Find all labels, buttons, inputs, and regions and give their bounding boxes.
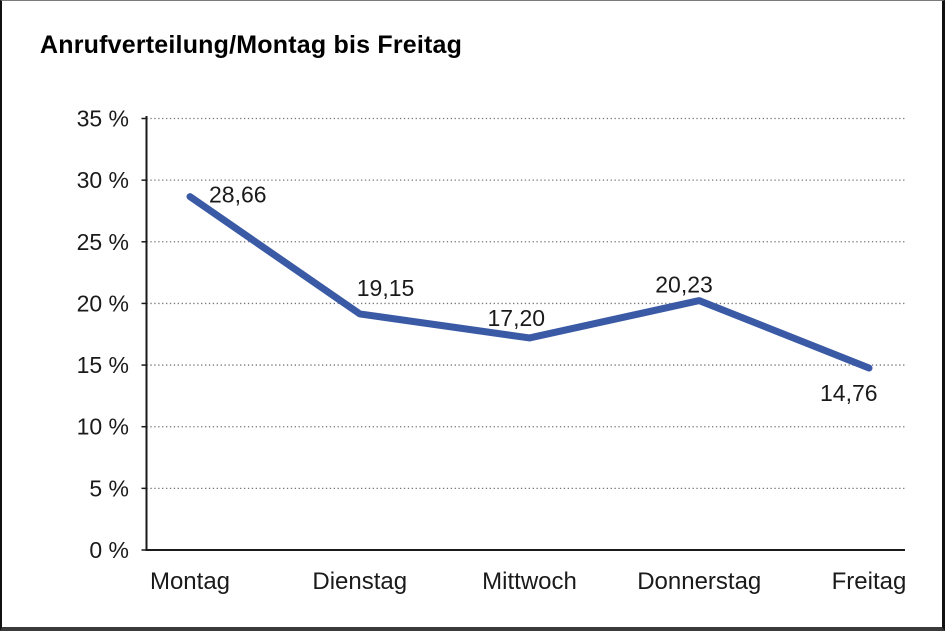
x-category-label: Freitag [832, 568, 907, 595]
chart-title: Anrufverteilung/Montag bis Freitag [40, 31, 463, 59]
data-point-label: 17,20 [488, 305, 546, 331]
x-category-label: Montag [150, 568, 230, 595]
data-series-line [186, 193, 873, 372]
x-category-label: Donnerstag [637, 568, 761, 595]
y-tick-label: 20 % [77, 290, 129, 316]
y-tick-label: 5 % [89, 475, 129, 501]
data-point-label: 20,23 [655, 272, 713, 298]
x-category-label: Dienstag [312, 568, 407, 595]
y-tick-label: 30 % [77, 167, 129, 193]
y-tick-label: 25 % [77, 229, 129, 255]
data-point-label: 14,76 [820, 380, 878, 406]
y-tick-label: 0 % [89, 537, 129, 563]
y-tick-label: 35 % [77, 106, 129, 132]
data-point-label: 19,15 [357, 275, 415, 301]
data-point-label: 28,66 [209, 182, 267, 208]
y-tick-label: 10 % [77, 414, 129, 440]
x-category-label: Mittwoch [482, 568, 577, 595]
y-tick-label: 15 % [77, 352, 129, 378]
